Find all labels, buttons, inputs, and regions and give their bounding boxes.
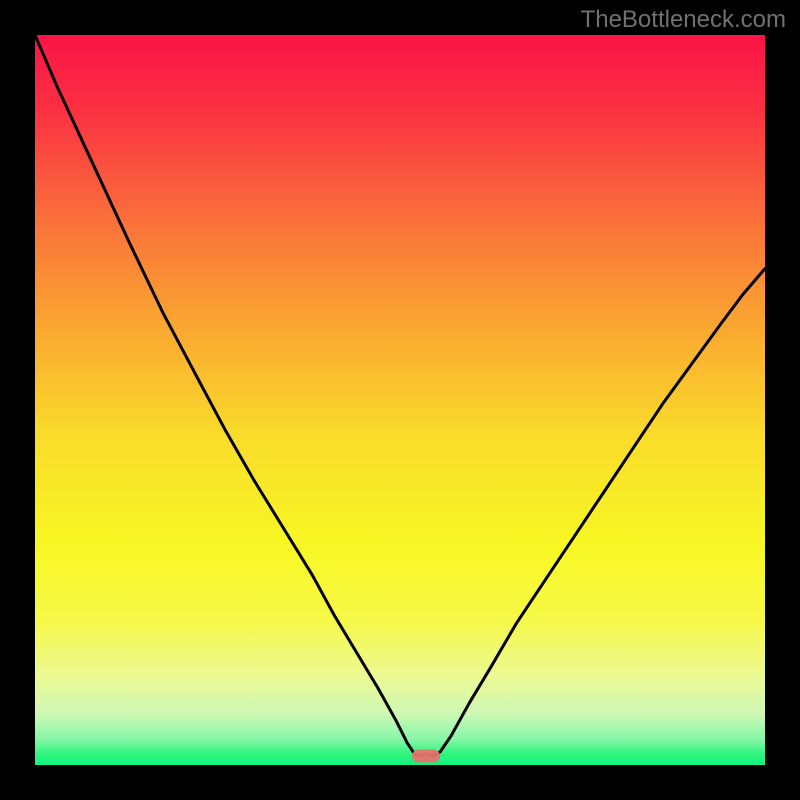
chart-container: TheBottleneck.com (0, 0, 800, 800)
bottleneck-curve (35, 35, 765, 756)
curve-svg (35, 35, 765, 765)
optimum-marker (412, 750, 440, 763)
plot-area (35, 35, 765, 765)
watermark-text: TheBottleneck.com (581, 6, 786, 34)
